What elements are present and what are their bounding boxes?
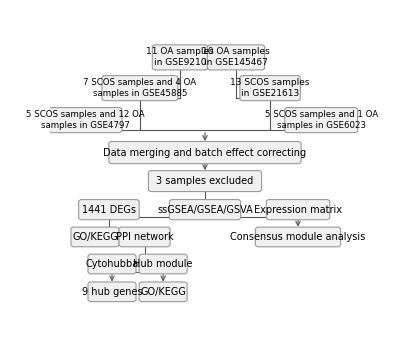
Text: 13 SCOS samples
in GSE21613: 13 SCOS samples in GSE21613	[230, 78, 310, 98]
FancyBboxPatch shape	[79, 199, 139, 220]
FancyBboxPatch shape	[109, 141, 301, 164]
FancyBboxPatch shape	[207, 45, 265, 70]
Text: GO/KEGG: GO/KEGG	[72, 232, 118, 242]
Text: 7 SCOS samples and 4 OA
samples in GSE45885: 7 SCOS samples and 4 OA samples in GSE45…	[83, 78, 196, 98]
FancyBboxPatch shape	[240, 76, 300, 101]
Text: Data merging and batch effect correcting: Data merging and batch effect correcting	[104, 148, 306, 158]
FancyBboxPatch shape	[139, 254, 187, 274]
FancyBboxPatch shape	[139, 282, 187, 302]
Text: Consensus module analysis: Consensus module analysis	[230, 232, 366, 242]
FancyBboxPatch shape	[266, 199, 330, 220]
FancyBboxPatch shape	[255, 227, 341, 247]
Text: GO/KEGG: GO/KEGG	[140, 287, 186, 297]
Text: 9 hub genes: 9 hub genes	[82, 287, 142, 297]
FancyBboxPatch shape	[88, 254, 136, 274]
Text: ssGSEA/GSEA/GSVA: ssGSEA/GSEA/GSVA	[157, 205, 253, 215]
Text: 10 OA samples
in GSE145467: 10 OA samples in GSE145467	[202, 47, 270, 67]
FancyBboxPatch shape	[169, 199, 241, 220]
FancyBboxPatch shape	[119, 227, 170, 247]
FancyBboxPatch shape	[285, 108, 358, 133]
Text: 3 samples excluded: 3 samples excluded	[156, 176, 254, 186]
Text: 5 SCOS samples and 1 OA
samples in GSE6023: 5 SCOS samples and 1 OA samples in GSE60…	[265, 110, 378, 130]
Text: Hub module: Hub module	[133, 259, 193, 269]
Text: Cytohubba: Cytohubba	[85, 259, 139, 269]
Text: 1441 DEGs: 1441 DEGs	[82, 205, 136, 215]
Text: 11 OA samples
in GSE9210: 11 OA samples in GSE9210	[146, 47, 214, 67]
FancyBboxPatch shape	[88, 282, 136, 302]
Text: Expression matrix: Expression matrix	[254, 205, 342, 215]
FancyBboxPatch shape	[152, 45, 208, 70]
FancyBboxPatch shape	[102, 76, 178, 101]
FancyBboxPatch shape	[148, 171, 262, 191]
FancyBboxPatch shape	[71, 227, 119, 247]
FancyBboxPatch shape	[49, 108, 122, 133]
Text: PPI network: PPI network	[116, 232, 173, 242]
Text: 5 SCOS samples and 12 OA
samples in GSE4797: 5 SCOS samples and 12 OA samples in GSE4…	[26, 110, 145, 130]
